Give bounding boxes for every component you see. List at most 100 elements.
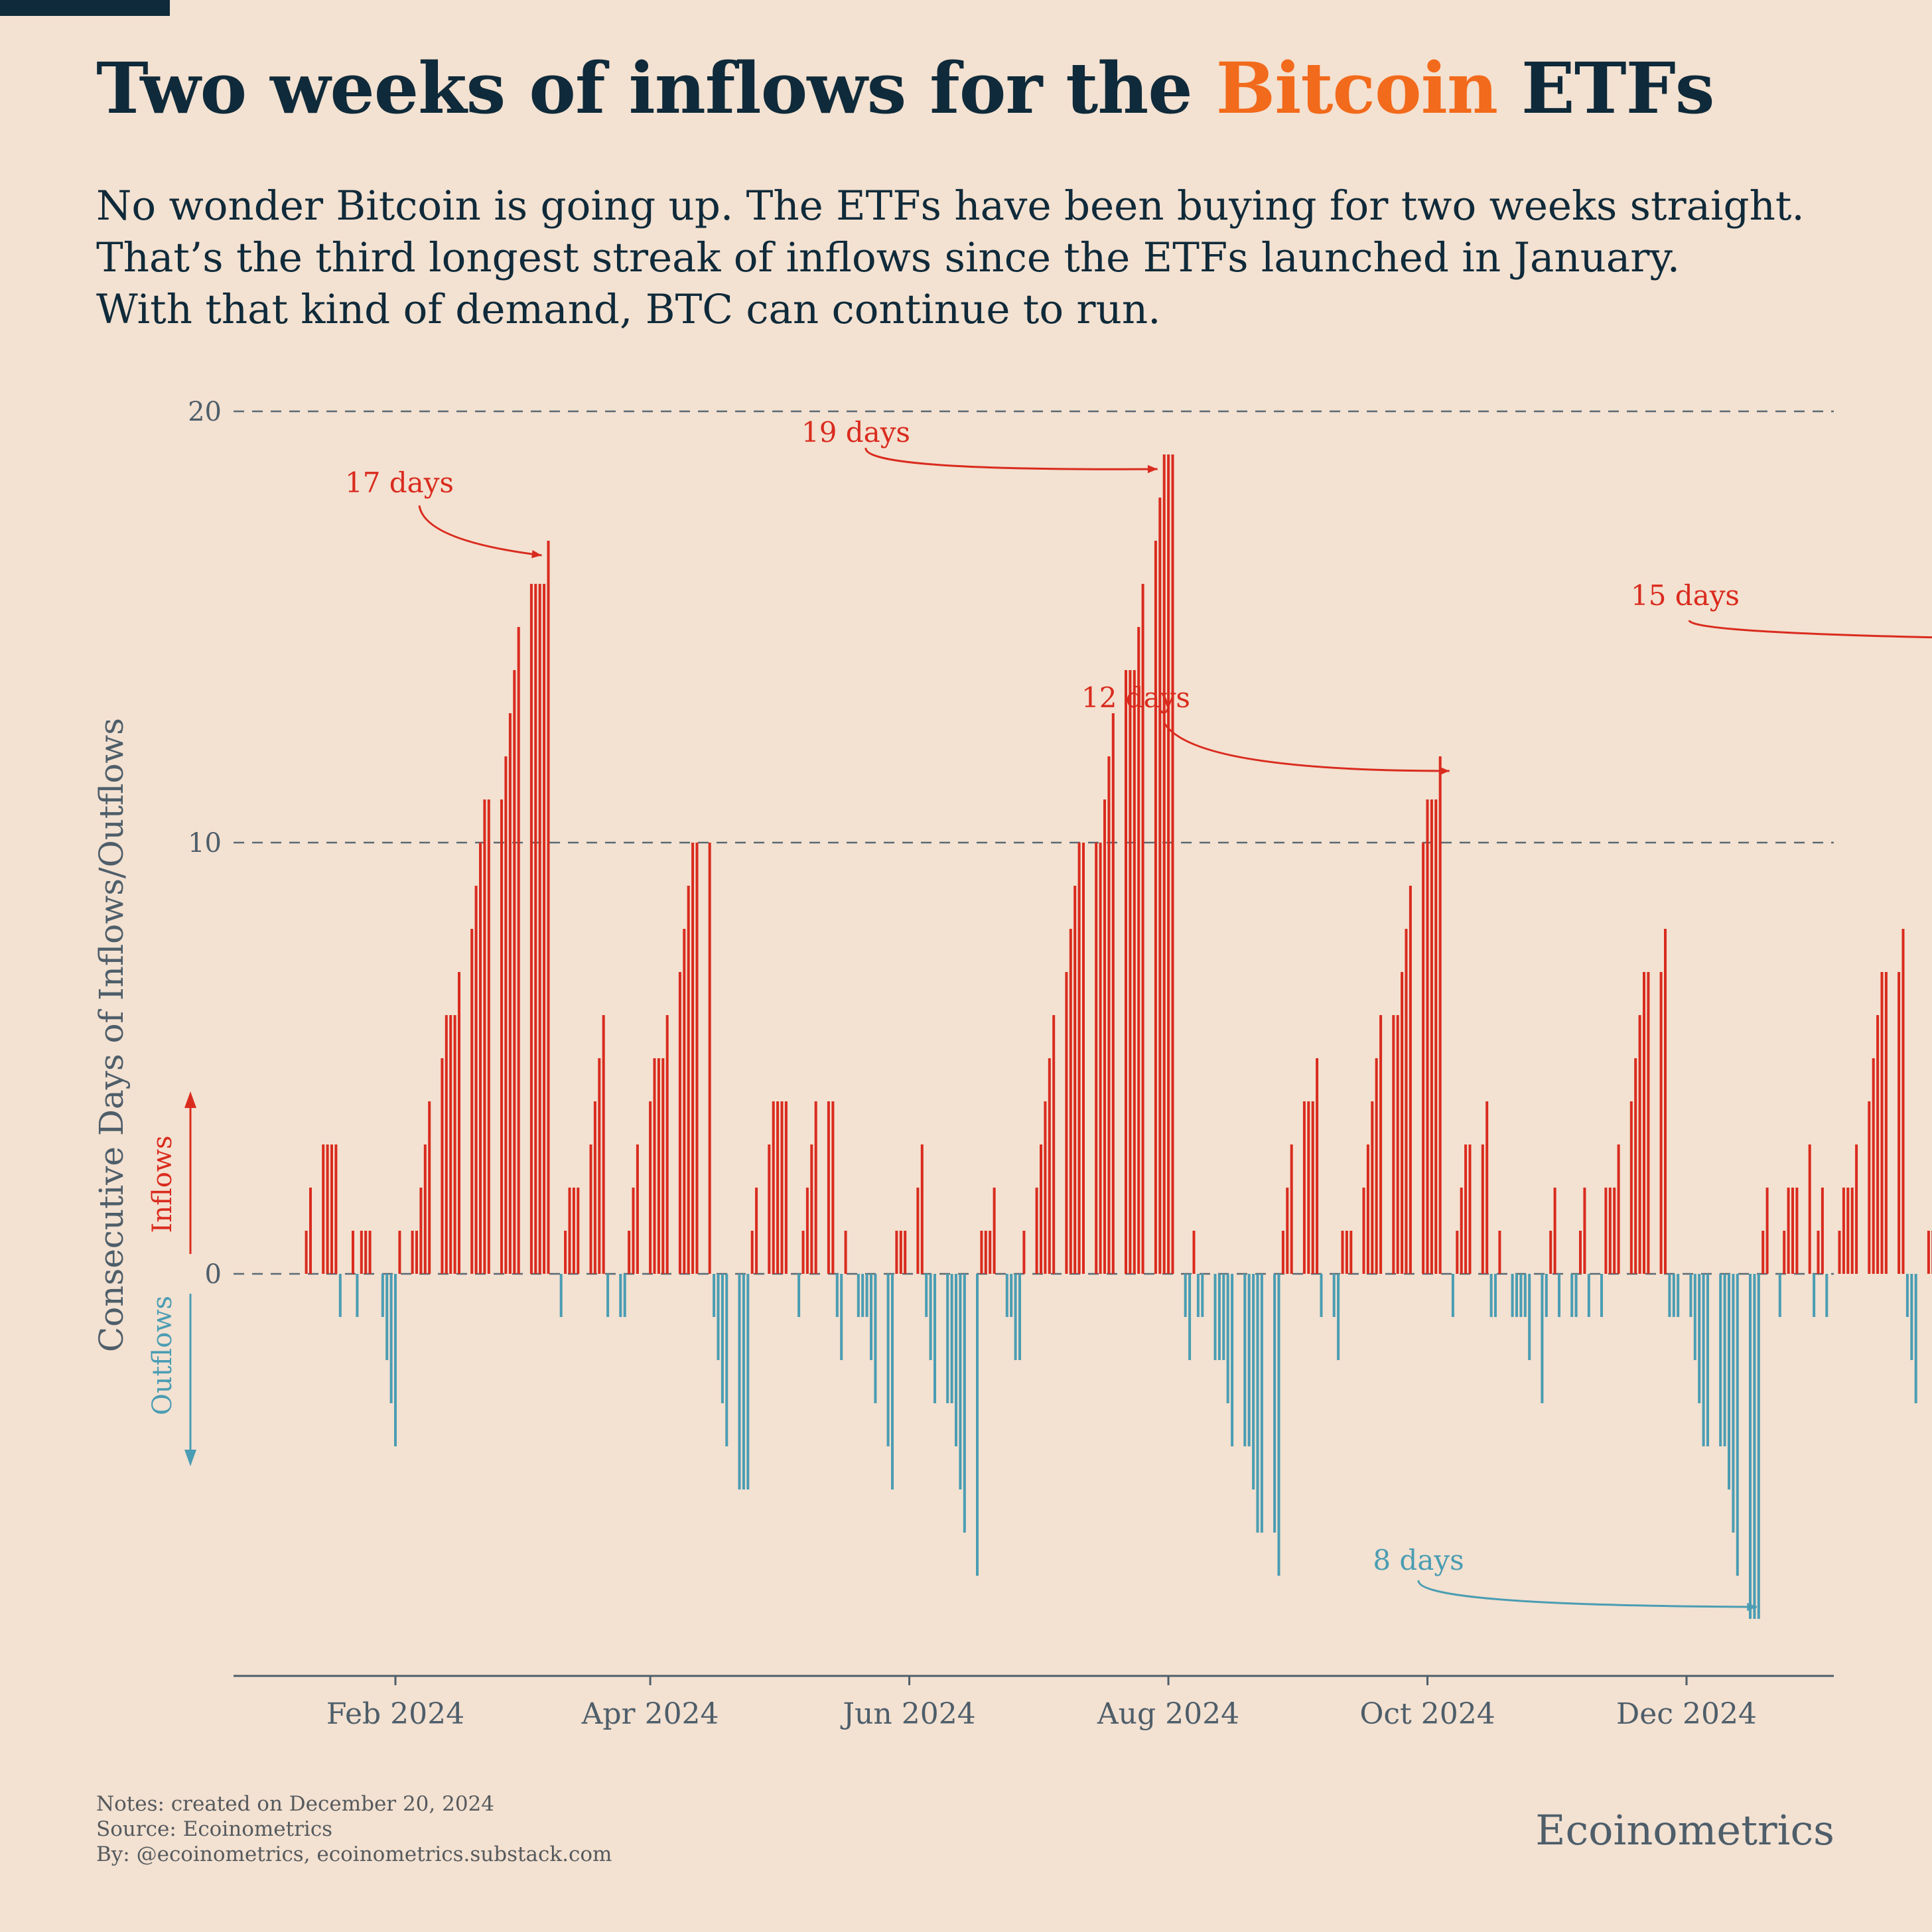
inflow-bar (441, 1058, 444, 1274)
outflow-bar (381, 1274, 384, 1317)
outflow-bar (1005, 1274, 1008, 1317)
inflow-bar (1927, 1231, 1930, 1274)
annotation-arrow (418, 505, 542, 557)
outflow-bar (1243, 1274, 1247, 1446)
outflow-bar (1698, 1274, 1701, 1403)
inflow-bar (1405, 929, 1408, 1274)
outflow-bar (1523, 1274, 1527, 1317)
inflow-bar (1311, 1101, 1314, 1274)
inflow-bar (1643, 972, 1645, 1274)
inflow-bar (423, 1144, 427, 1274)
inflow-bar (1366, 1144, 1369, 1274)
inflow-bar (334, 1144, 338, 1274)
inflow-bar (411, 1231, 414, 1274)
inflow-bar (1761, 1231, 1765, 1274)
outflow-bar (861, 1274, 864, 1317)
outflow-bar (1706, 1274, 1709, 1446)
outflow-bar (959, 1274, 962, 1489)
outflow-bar (717, 1274, 720, 1360)
inflow-bar (1069, 929, 1072, 1274)
inflow-bar (636, 1144, 639, 1274)
inflow-bar (1583, 1188, 1586, 1274)
inflow-bar (628, 1231, 631, 1274)
inflow-bar (483, 799, 486, 1274)
x-tick-label: Apr 2024 (581, 1697, 719, 1731)
annotation-arrowhead (1440, 766, 1450, 776)
inflow-bar (1783, 1231, 1786, 1274)
outflow-bar (1018, 1274, 1021, 1360)
inflow-bar (1604, 1188, 1608, 1274)
outflow-bar (1693, 1274, 1696, 1360)
inflow-bar (330, 1144, 333, 1274)
inflow-bar (687, 886, 690, 1274)
inflow-bar (1438, 756, 1442, 1274)
notes-line: Notes: created on December 20, 2024 (96, 1792, 495, 1816)
outflow-bar (1753, 1274, 1756, 1619)
inflow-bar (708, 843, 711, 1274)
inflow-bar (1137, 627, 1140, 1274)
outflow-bar (1515, 1274, 1518, 1317)
inflow-bar (844, 1231, 847, 1274)
inflow-bar (989, 1231, 992, 1274)
inflows-label: Inflows (147, 1135, 178, 1233)
inflow-bar (1647, 972, 1650, 1274)
outflow-bar (963, 1274, 966, 1533)
inflow-bar (1281, 1231, 1284, 1274)
inflow-bar (513, 670, 516, 1274)
inflow-bar (479, 843, 482, 1274)
y-tick-label: 0 (205, 1259, 222, 1290)
outflow-bar (1494, 1274, 1497, 1317)
footer-notes: Notes: created on December 20, 2024 Sour… (96, 1791, 612, 1867)
outflow-bar (1732, 1274, 1735, 1533)
inflow-bar (1808, 1144, 1811, 1274)
outflow-bar (1222, 1274, 1225, 1360)
outflow-bar (1749, 1274, 1752, 1619)
inflow-bar (568, 1188, 571, 1274)
inflow-bar (449, 1015, 452, 1274)
inflow-bar (1409, 886, 1412, 1274)
inflow-bar (1125, 670, 1127, 1274)
outflow-bar (1217, 1274, 1221, 1360)
inflow-bar (305, 1231, 308, 1274)
annotation-label: 19 days (801, 416, 910, 448)
inflow-bar (1842, 1188, 1845, 1274)
outflow-bar (1014, 1274, 1017, 1360)
outflow-bar (1489, 1274, 1493, 1317)
annotation-arrow (1688, 620, 1932, 639)
inflow-bar (780, 1101, 784, 1274)
inflow-bar (920, 1144, 924, 1274)
inflow-bar (899, 1231, 902, 1274)
inflow-bar (1787, 1188, 1790, 1274)
annotation-label: 15 days (1631, 579, 1740, 612)
outflow-bar (1451, 1274, 1454, 1317)
inflow-bar (1608, 1188, 1612, 1274)
inflow-bar (1379, 1015, 1383, 1274)
inflow-bar (1901, 929, 1905, 1274)
outflow-bar (857, 1274, 860, 1317)
annotation-arrowhead (531, 550, 542, 559)
inflow-bar (1362, 1188, 1365, 1274)
outflow-bar (797, 1274, 801, 1317)
annotation-arrow (1163, 723, 1450, 772)
outflow-bar (1689, 1274, 1692, 1317)
inflow-bar (1129, 670, 1132, 1274)
outflow-bar (1528, 1274, 1531, 1360)
inflow-bar (364, 1231, 368, 1274)
outflow-bar (1277, 1274, 1280, 1576)
outflow-bar (870, 1274, 872, 1360)
outflow-bar (394, 1274, 397, 1446)
inflow-bar (814, 1101, 817, 1274)
inflow-bar (1485, 1101, 1489, 1274)
outflow-bar (1914, 1274, 1917, 1403)
chart-title: Two weeks of inflows for the Bitcoin ETF… (96, 46, 1715, 129)
inflow-bar (1553, 1188, 1556, 1274)
inflow-bar (1876, 1015, 1880, 1274)
inflow-bar (1855, 1144, 1858, 1274)
inflow-bar (1341, 1231, 1344, 1274)
inflow-bar (1426, 799, 1429, 1274)
inflow-bar (564, 1231, 567, 1274)
outflow-bar (1332, 1274, 1336, 1317)
outflow-bar (1736, 1274, 1739, 1576)
inflow-bar (1111, 713, 1115, 1274)
inflow-bar (755, 1188, 758, 1274)
